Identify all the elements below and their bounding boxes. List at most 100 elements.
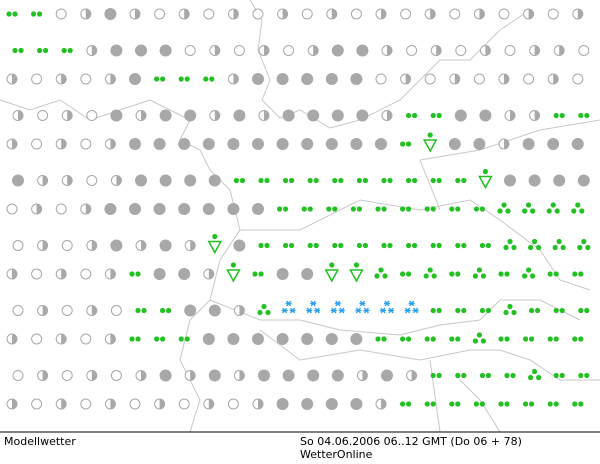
partly-cloudy-fill [61, 399, 67, 409]
borders [0, 0, 600, 433]
clear-symbol [523, 73, 535, 85]
partly-cloudy-fill [190, 370, 196, 381]
weather-symbols [6, 8, 591, 410]
clear-symbol [55, 203, 67, 215]
rain-dot [264, 177, 270, 184]
shower-triangle [349, 269, 364, 283]
cloudy-symbol [528, 174, 541, 187]
cloudy-symbol [350, 138, 363, 150]
heavy-rain-dot [550, 202, 556, 208]
rain-dot [498, 336, 504, 342]
rain-dot [350, 206, 356, 212]
footer-source: WetterOnline [300, 448, 373, 461]
rain-dot [578, 401, 584, 407]
rain-dot [535, 307, 541, 314]
rain-dot [523, 336, 529, 342]
rain-dot [436, 372, 442, 379]
partly-cloudy-fill [184, 9, 190, 19]
heavy-rain-dot [526, 202, 532, 208]
rain-dot [362, 177, 368, 184]
rain-dot [239, 177, 245, 184]
partly-cloudy-fill [12, 334, 17, 344]
heavy-rain-dot [585, 244, 591, 251]
partly-cloudy-fill [559, 45, 565, 56]
rain-dot [430, 401, 436, 407]
cloudy-symbol [12, 174, 24, 187]
clear-symbol [547, 8, 559, 20]
rain-dot [461, 177, 467, 184]
rain-dot [400, 336, 406, 342]
partly-cloudy-fill [411, 370, 417, 381]
clear-symbol [110, 370, 122, 381]
rain-dot [406, 177, 412, 184]
rain-dot [553, 336, 559, 342]
rain-dot [436, 242, 442, 249]
rain-dot [356, 206, 362, 212]
rain-dot [430, 206, 436, 212]
snow-flake [314, 307, 321, 314]
cloudy-symbol [307, 109, 320, 122]
rain-dot [485, 307, 491, 314]
partly-cloudy-fill [534, 110, 540, 121]
heavy-rain-dot [423, 273, 429, 279]
rain-dot [436, 307, 442, 314]
clear-symbol [12, 240, 24, 251]
heavy-rain-dot [497, 208, 503, 214]
cloudy-symbol [276, 73, 289, 85]
rain-dot [326, 206, 332, 212]
rain-dot [43, 47, 49, 54]
rain-dot [559, 112, 565, 119]
cloudy-symbol [159, 109, 172, 122]
cloudy-symbol [184, 304, 197, 317]
cloudy-symbol [553, 174, 566, 187]
clear-symbol [455, 45, 467, 56]
clear-symbol [80, 398, 92, 410]
rain-dot [307, 242, 313, 249]
rain-dot [449, 206, 455, 212]
clear-symbol [80, 73, 92, 85]
clear-symbol [55, 8, 67, 20]
shower-triangle [422, 139, 438, 153]
heavy-rain-dot [579, 208, 585, 214]
rain-dot [479, 242, 485, 249]
snow-flake [380, 307, 386, 314]
rain-dot [455, 307, 461, 314]
clear-symbol [61, 240, 73, 251]
partly-cloudy-fill [116, 175, 122, 186]
partly-cloudy-fill [12, 269, 17, 279]
partly-cloudy-fill [18, 110, 24, 121]
rain-dot [160, 307, 166, 314]
clear-symbol [233, 45, 245, 56]
partly-cloudy-fill [282, 9, 288, 19]
rain-dot [332, 206, 338, 212]
rain-dot [578, 336, 584, 342]
cloudy-symbol [252, 203, 264, 215]
partly-cloudy-fill [504, 74, 509, 84]
footer-date: So 04.06.2006 06..12 GMT (Do 06 + 78) [300, 435, 522, 448]
cloudy-symbol [301, 333, 314, 345]
rain-dot [160, 336, 166, 342]
rain-dot [553, 372, 559, 379]
clear-symbol [184, 45, 196, 56]
rain-dot [436, 112, 442, 119]
rain-dot [430, 112, 436, 119]
heavy-rain-dot [480, 273, 486, 279]
cloudy-symbol [159, 174, 172, 187]
shower-dot [482, 168, 488, 175]
rain-dot [178, 76, 184, 82]
partly-cloudy-fill [387, 45, 392, 56]
cloudy-symbol [350, 398, 363, 410]
cloudy-symbol [258, 369, 270, 382]
partly-cloudy-fill [239, 305, 245, 316]
rain-dot [455, 336, 461, 342]
rain-dot [283, 177, 289, 184]
clear-symbol [473, 73, 485, 85]
clear-symbol [61, 370, 73, 381]
cloudy-symbol [252, 333, 264, 345]
rain-dot [375, 206, 381, 212]
cloudy-symbol [110, 109, 123, 122]
partly-cloudy-fill [381, 399, 386, 409]
shower-triangle [324, 269, 340, 283]
rain-dot [313, 177, 319, 184]
rain-dot [135, 271, 141, 277]
